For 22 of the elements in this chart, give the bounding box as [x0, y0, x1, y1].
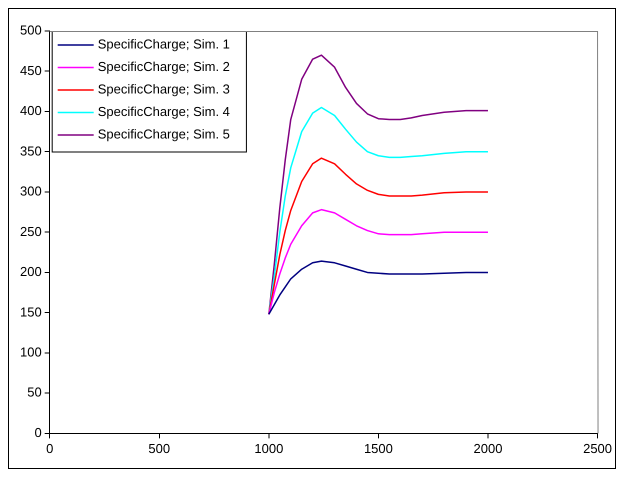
legend-label: SpecificCharge; Sim. 1: [98, 36, 230, 52]
y-tick-label: 0: [34, 424, 42, 440]
x-tick-label: 0: [46, 440, 54, 456]
legend-label: SpecificCharge; Sim. 3: [98, 82, 230, 97]
y-tick-label: 100: [20, 344, 42, 360]
y-tick-label: 150: [20, 304, 42, 320]
x-tick-label: 500: [148, 440, 170, 456]
legend-label: SpecificCharge; Sim. 5: [98, 126, 230, 142]
y-tick-label: 450: [20, 62, 42, 78]
y-tick-label: 500: [20, 22, 42, 38]
y-tick-label: 300: [20, 184, 42, 199]
x-tick-label: 2000: [474, 440, 502, 456]
legend-label: SpecificCharge; Sim. 4: [98, 104, 230, 120]
x-tick-label: 1000: [254, 440, 284, 456]
y-tick-label: 400: [20, 103, 42, 118]
y-tick-label: 350: [20, 143, 42, 158]
x-tick-label: 1500: [364, 440, 393, 456]
y-tick-label: 200: [20, 264, 42, 280]
y-tick-label: 50: [27, 384, 42, 400]
legend-label: SpecificCharge; Sim. 2: [98, 59, 230, 74]
x-tick-label: 2500: [583, 440, 612, 456]
y-tick-label: 250: [20, 224, 42, 239]
